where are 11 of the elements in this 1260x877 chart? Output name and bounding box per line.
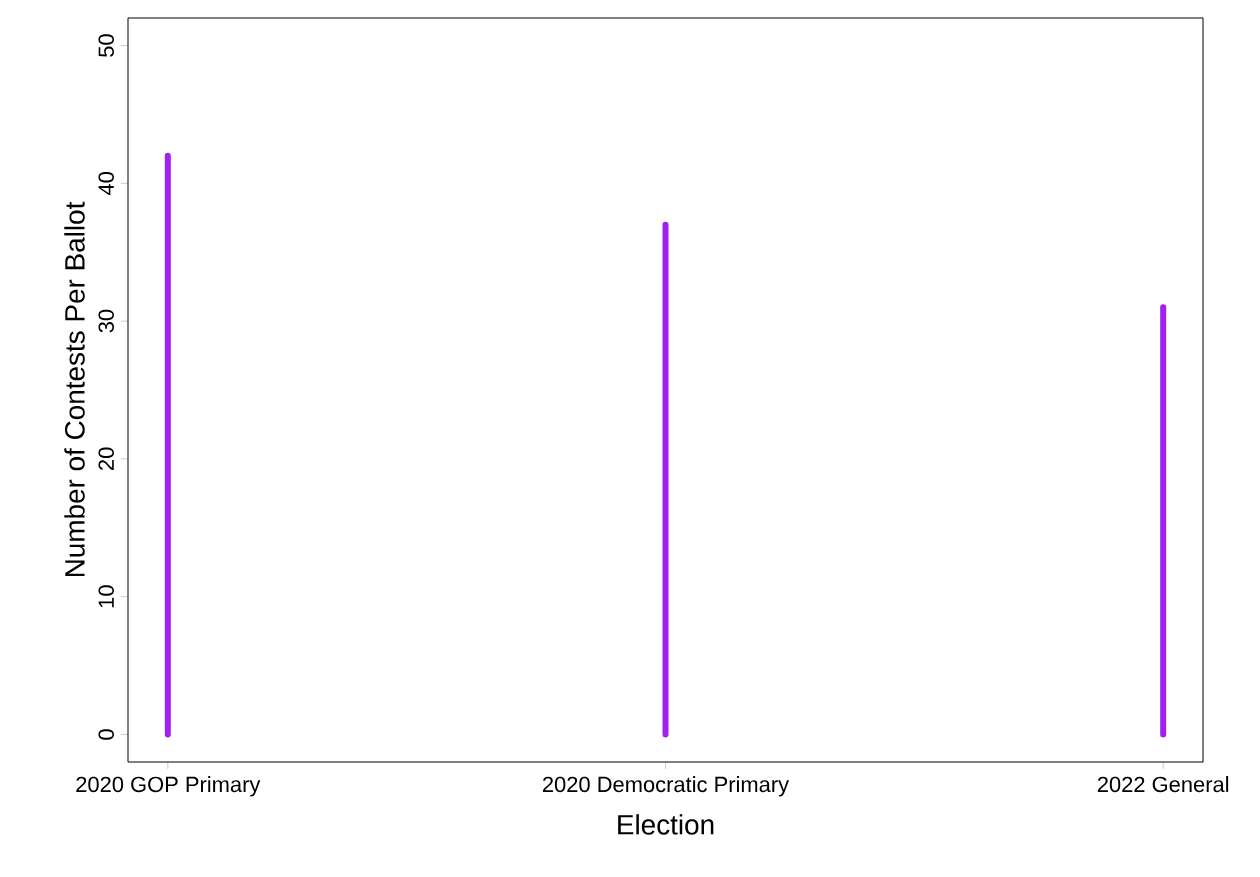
y-tick-label: 50 (98, 34, 114, 57)
x-axis-title: Election (618, 814, 714, 835)
x-tick-label: 2020 GOP Primary (76, 776, 261, 797)
y-axis-title: Number of Contests Per Ballot (64, 201, 85, 577)
y-tick-label: 30 (98, 309, 114, 333)
x-tick-label: 2020 Democratic Primary (542, 776, 790, 797)
x-tick-label: 2022 General (1097, 776, 1229, 793)
y-tick-label: 20 (98, 447, 114, 470)
y-tick-label: 0 (98, 729, 114, 740)
y-tick-label: 40 (98, 172, 114, 196)
y-tick-label: 10 (98, 585, 114, 608)
